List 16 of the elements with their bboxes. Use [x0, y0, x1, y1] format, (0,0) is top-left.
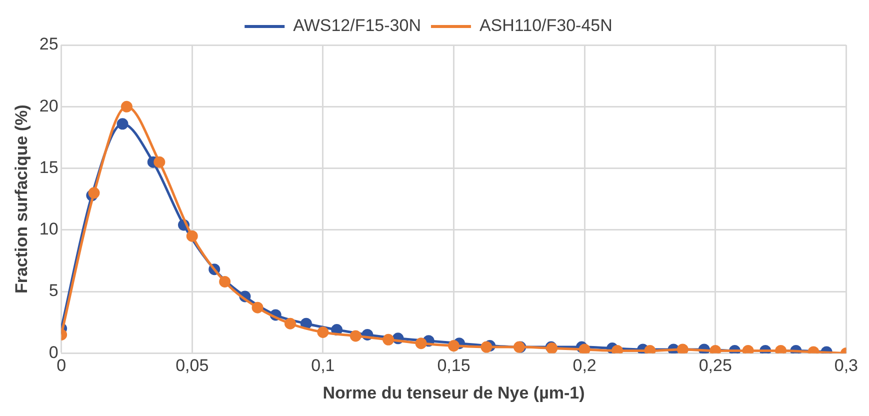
x-tick-label: 0,05 — [176, 356, 209, 376]
x-tick-label: 0,2 — [572, 356, 596, 376]
x-tick-label: 0,1 — [311, 356, 335, 376]
x-axis-title: Norme du tenseur de Nye (µm-1) — [322, 383, 585, 402]
y-tick-label: 15 — [39, 158, 58, 177]
legend-label: ASH110/F30-45N — [479, 16, 612, 36]
y-tick-label: 5 — [48, 281, 58, 300]
y-axis-title: Fraction surfacique (%) — [12, 104, 31, 294]
y-tick-label: 10 — [39, 220, 58, 239]
x-tick-label: 0,15 — [437, 356, 470, 376]
y-tick-label: 0 — [48, 342, 58, 362]
x-tick-label: 0,25 — [698, 356, 732, 376]
legend-label: AWS12/F15-30N — [293, 16, 421, 36]
x-tick-label: 0,3 — [834, 356, 858, 376]
y-tick-label: 25 — [39, 34, 58, 54]
y-tick-label: 20 — [39, 96, 58, 116]
